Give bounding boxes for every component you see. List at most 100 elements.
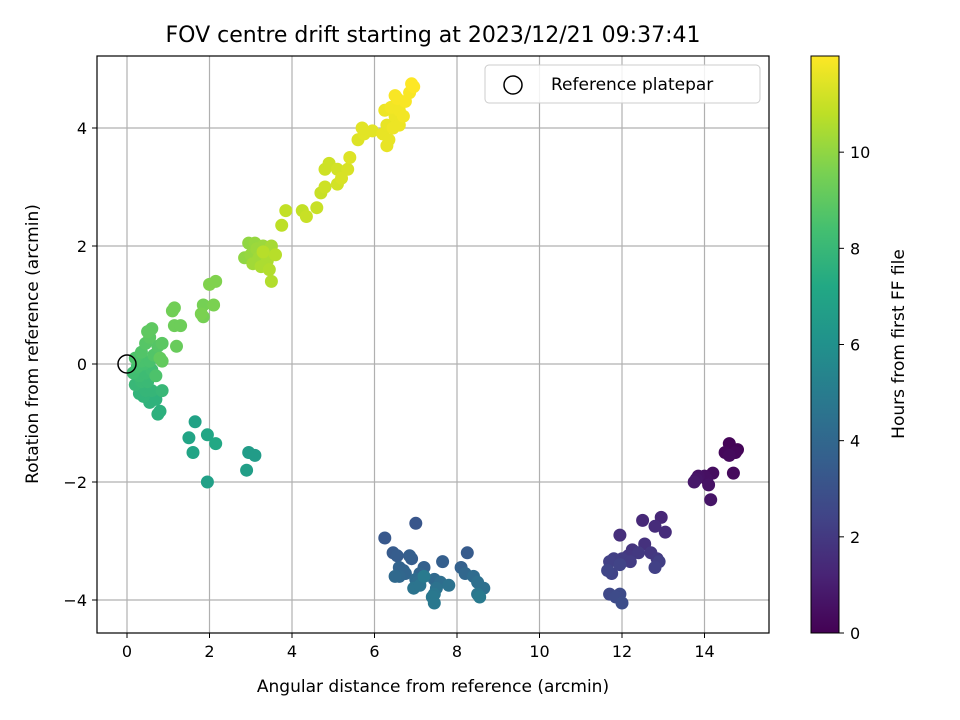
data-point <box>299 210 313 223</box>
data-points <box>126 77 744 610</box>
data-point <box>648 561 662 574</box>
data-point <box>726 466 740 480</box>
x-tick-label: 14 <box>694 642 714 661</box>
data-point <box>436 555 450 569</box>
data-point <box>409 516 423 530</box>
colorbar-gradient <box>811 56 839 633</box>
plot-frame <box>96 55 770 634</box>
legend-label: Reference platepar <box>551 75 713 95</box>
x-tick-label: 8 <box>452 642 462 661</box>
data-point <box>460 546 474 560</box>
data-point <box>209 274 223 288</box>
colorbar-tick-label: 2 <box>850 528 860 547</box>
data-point <box>200 428 214 442</box>
chart-title: FOV centre drift starting at 2023/12/21 … <box>166 23 701 48</box>
data-point <box>343 151 357 164</box>
y-tick-label: 2 <box>77 237 87 256</box>
x-tick-label: 10 <box>529 642 549 661</box>
data-point <box>186 446 200 459</box>
data-point <box>182 431 196 445</box>
x-tick-label: 6 <box>369 642 379 661</box>
data-point <box>396 109 410 123</box>
legend-box <box>484 64 761 104</box>
data-point <box>636 513 650 527</box>
colorbar-label: Hours from first FF file <box>889 249 909 439</box>
data-point <box>613 558 627 572</box>
data-point <box>632 546 645 560</box>
data-point <box>687 475 701 489</box>
data-point <box>256 245 270 259</box>
data-point <box>174 319 188 333</box>
data-point <box>275 218 289 232</box>
data-point <box>648 519 662 533</box>
data-point <box>704 493 718 507</box>
colorbar: 0 2 4 6 8 10 Hours from first FF file <box>810 55 909 643</box>
data-point <box>378 531 392 545</box>
x-tick-label: 2 <box>204 642 214 661</box>
data-point <box>170 339 183 353</box>
legend-marker <box>503 75 523 95</box>
data-point <box>623 555 637 569</box>
data-point <box>702 478 716 492</box>
data-point <box>240 463 254 477</box>
data-point <box>153 404 167 418</box>
grid <box>97 56 769 633</box>
data-point <box>141 325 155 339</box>
legend: Reference platepar <box>484 64 761 104</box>
data-point <box>194 307 208 321</box>
data-point <box>248 448 262 462</box>
data-point <box>200 475 214 489</box>
y-tick-label: −2 <box>63 473 87 492</box>
y-axis-ticks: −4 −2 0 2 4 <box>63 119 97 610</box>
y-tick-label: −4 <box>63 591 87 610</box>
colorbar-tick-label: 8 <box>850 239 860 258</box>
colorbar-tick-label: 4 <box>850 432 860 451</box>
data-point <box>279 204 293 218</box>
data-point <box>390 549 404 563</box>
y-axis-label: Rotation from reference (arcmin) <box>23 204 43 484</box>
data-point <box>188 415 202 429</box>
data-point <box>427 596 441 610</box>
data-point <box>355 121 369 135</box>
x-tick-label: 12 <box>612 642 632 661</box>
data-point <box>658 525 672 539</box>
x-axis-ticks: 0 2 4 6 8 10 12 14 <box>122 633 715 661</box>
x-tick-label: 4 <box>287 642 297 661</box>
data-point <box>382 133 396 147</box>
data-point <box>613 528 627 542</box>
data-point <box>207 298 221 312</box>
data-point <box>403 549 417 563</box>
x-axis-label: Angular distance from reference (arcmin) <box>257 677 609 697</box>
data-point <box>388 89 402 103</box>
data-point <box>310 201 324 215</box>
y-tick-label: 4 <box>77 119 87 138</box>
colorbar-tick-label: 10 <box>850 143 870 162</box>
data-point <box>473 590 487 604</box>
data-point <box>264 274 278 288</box>
data-point <box>417 569 431 583</box>
reference-point-marker <box>117 354 137 374</box>
data-point <box>365 124 379 138</box>
data-point <box>155 384 169 398</box>
data-point <box>269 248 282 262</box>
data-point <box>149 369 163 383</box>
data-point <box>335 171 348 185</box>
data-point <box>318 180 332 194</box>
colorbar-tick-label: 6 <box>850 336 860 355</box>
data-point <box>155 336 169 350</box>
data-point <box>407 80 421 94</box>
colorbar-ticks: 0 2 4 6 8 10 <box>839 143 870 643</box>
data-point <box>442 578 456 592</box>
data-point <box>262 263 276 277</box>
data-point <box>209 437 223 451</box>
colorbar-tick-label: 0 <box>850 624 860 643</box>
x-tick-label: 0 <box>122 642 132 661</box>
y-tick-label: 0 <box>77 355 87 374</box>
data-point <box>601 564 615 577</box>
data-point <box>388 569 402 583</box>
data-point <box>615 596 629 610</box>
data-point <box>722 448 736 462</box>
data-point <box>167 301 181 315</box>
data-point <box>155 354 169 368</box>
